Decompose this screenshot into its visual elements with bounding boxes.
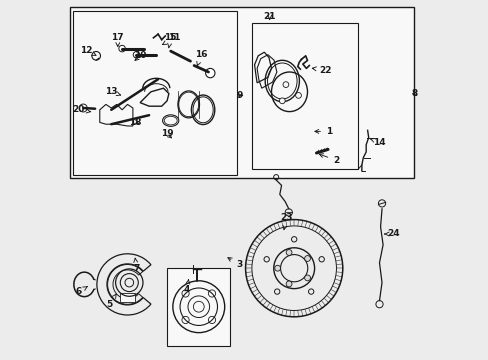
- Text: 11: 11: [162, 33, 180, 45]
- Text: 7: 7: [133, 258, 140, 273]
- Text: 15: 15: [164, 33, 177, 48]
- Bar: [120, 293, 134, 302]
- Text: 24: 24: [384, 230, 399, 239]
- Circle shape: [119, 45, 125, 52]
- Text: 10: 10: [134, 51, 146, 60]
- Text: 2: 2: [319, 154, 339, 165]
- Text: 20: 20: [73, 105, 91, 114]
- Text: 22: 22: [312, 66, 331, 75]
- Circle shape: [274, 265, 280, 271]
- Text: 8: 8: [410, 89, 417, 98]
- Text: 1: 1: [314, 127, 331, 136]
- Circle shape: [133, 51, 140, 58]
- Text: 3: 3: [227, 258, 242, 269]
- Bar: [70, 7, 413, 178]
- Text: 14: 14: [369, 138, 385, 147]
- Text: 13: 13: [105, 87, 121, 96]
- Bar: [73, 11, 237, 175]
- Text: 12: 12: [80, 46, 96, 55]
- Text: 21: 21: [263, 12, 275, 21]
- Text: 16: 16: [195, 50, 207, 66]
- Text: 4: 4: [183, 280, 190, 294]
- Circle shape: [295, 93, 301, 98]
- Circle shape: [285, 249, 291, 255]
- Text: 6: 6: [76, 287, 87, 296]
- Text: 9: 9: [236, 91, 243, 100]
- Bar: [167, 268, 230, 346]
- Circle shape: [279, 98, 285, 104]
- Bar: [251, 23, 357, 169]
- Circle shape: [304, 275, 310, 281]
- Circle shape: [304, 256, 310, 261]
- Circle shape: [283, 82, 288, 87]
- Text: 5: 5: [106, 294, 116, 309]
- Circle shape: [285, 281, 291, 287]
- Text: 19: 19: [161, 129, 173, 138]
- Circle shape: [79, 104, 87, 112]
- Circle shape: [205, 68, 215, 78]
- Text: 18: 18: [129, 118, 142, 127]
- Text: 23: 23: [280, 213, 293, 230]
- Text: 17: 17: [111, 33, 124, 46]
